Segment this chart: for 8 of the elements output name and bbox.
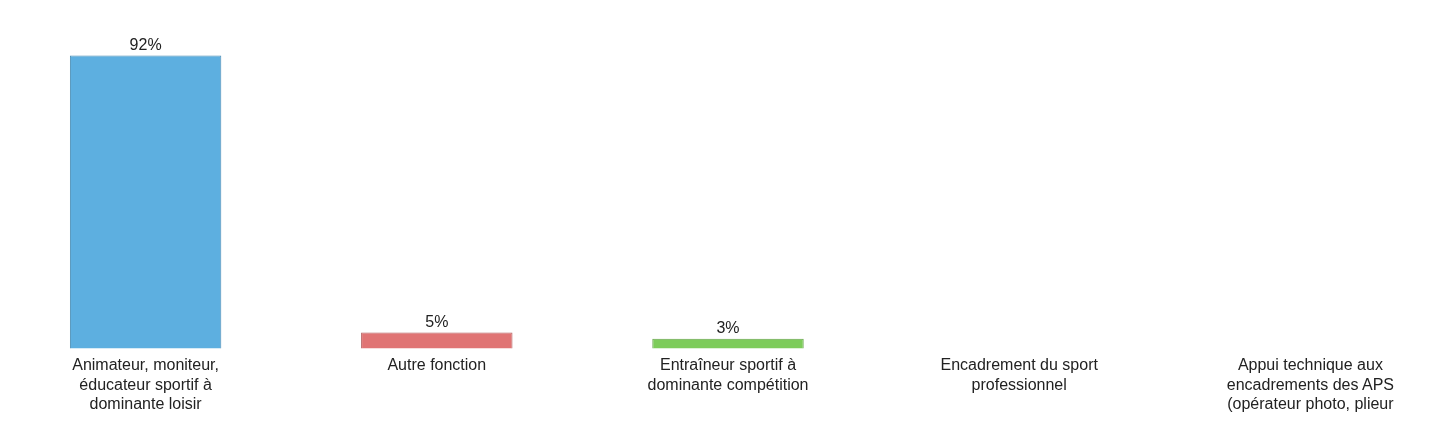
x-tick-label: Entraîneur sportif à dominante compétition [647, 356, 809, 393]
x-tick-label: Appui technique aux encadrements des APS (opérateur photo, plieur [1226, 356, 1395, 412]
data-label: 5% [425, 312, 449, 330]
x-tick-label: Autre fonction [387, 356, 487, 374]
data-label: 92% [129, 35, 162, 53]
data-label: 3% [716, 319, 740, 337]
x-tick-label: Animateur, moniteur, éducateur sportif à dominante loisir [72, 356, 219, 412]
x-tick-label: Encadrement du sport professionnel [940, 356, 1099, 393]
